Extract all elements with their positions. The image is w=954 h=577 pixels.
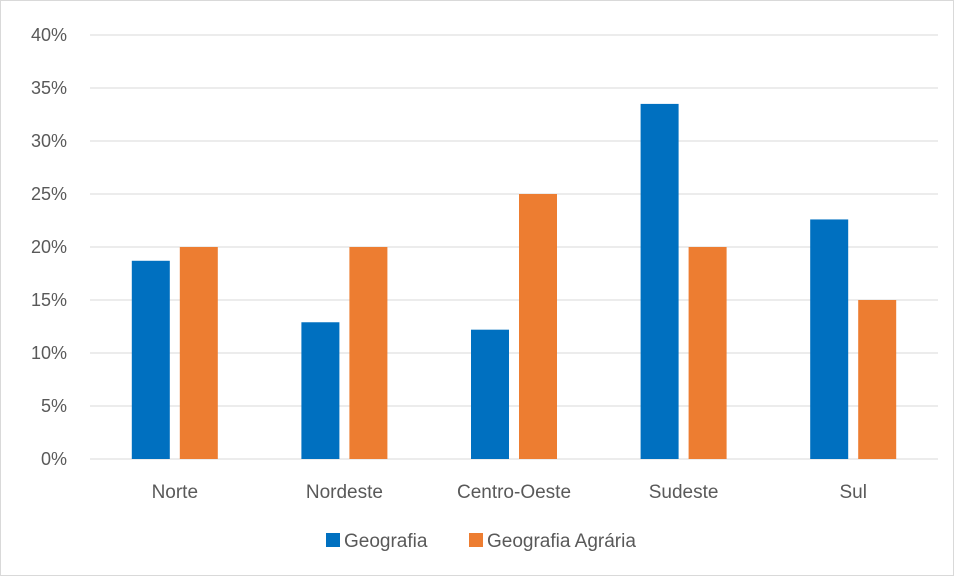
y-tick-label: 25% [31, 184, 67, 204]
y-tick-label: 15% [31, 290, 67, 310]
bar-geografia-nordeste [301, 322, 340, 459]
legend-swatch [326, 533, 340, 547]
y-tick-label: 40% [31, 25, 67, 45]
y-tick-label: 0% [41, 449, 67, 469]
bar-geografia-agraria-norte [179, 247, 218, 459]
legend-label: Geografia [344, 531, 428, 552]
y-tick-label: 10% [31, 343, 67, 363]
bars [131, 103, 897, 460]
y-axis-tick-labels: 0% 5% 10% 15% 20% 25% 30% 35% 40% [31, 25, 67, 469]
bar-geografia-centro-oeste [471, 329, 509, 459]
y-tick-label: 30% [31, 131, 67, 151]
bar-geografia-agraria-sul [858, 300, 897, 459]
x-category-label: Centro-Oeste [457, 482, 571, 503]
legend-swatch [469, 533, 483, 547]
gridlines [90, 34, 938, 460]
legend: Geografia Geografia Agrária [326, 531, 636, 552]
bar-geografia-agraria-nordeste [349, 247, 388, 459]
x-category-label: Nordeste [306, 482, 383, 503]
x-category-label: Norte [152, 482, 198, 503]
bar-geografia-sudeste [640, 103, 679, 460]
y-tick-label: 20% [31, 237, 67, 257]
y-tick-label: 5% [41, 396, 67, 416]
x-axis-category-labels: Norte Nordeste Centro-Oeste Sudeste Sul [152, 482, 867, 503]
bar-geografia-agraria-sudeste [688, 247, 727, 459]
x-category-label: Sudeste [649, 482, 719, 503]
bar-geografia-norte [131, 260, 170, 459]
x-category-label: Sul [839, 482, 866, 503]
bar-geografia-sul [810, 219, 849, 459]
y-tick-label: 35% [31, 78, 67, 98]
bar-geografia-agraria-centro-oeste [519, 194, 557, 459]
legend-label: Geografia Agrária [487, 531, 636, 552]
